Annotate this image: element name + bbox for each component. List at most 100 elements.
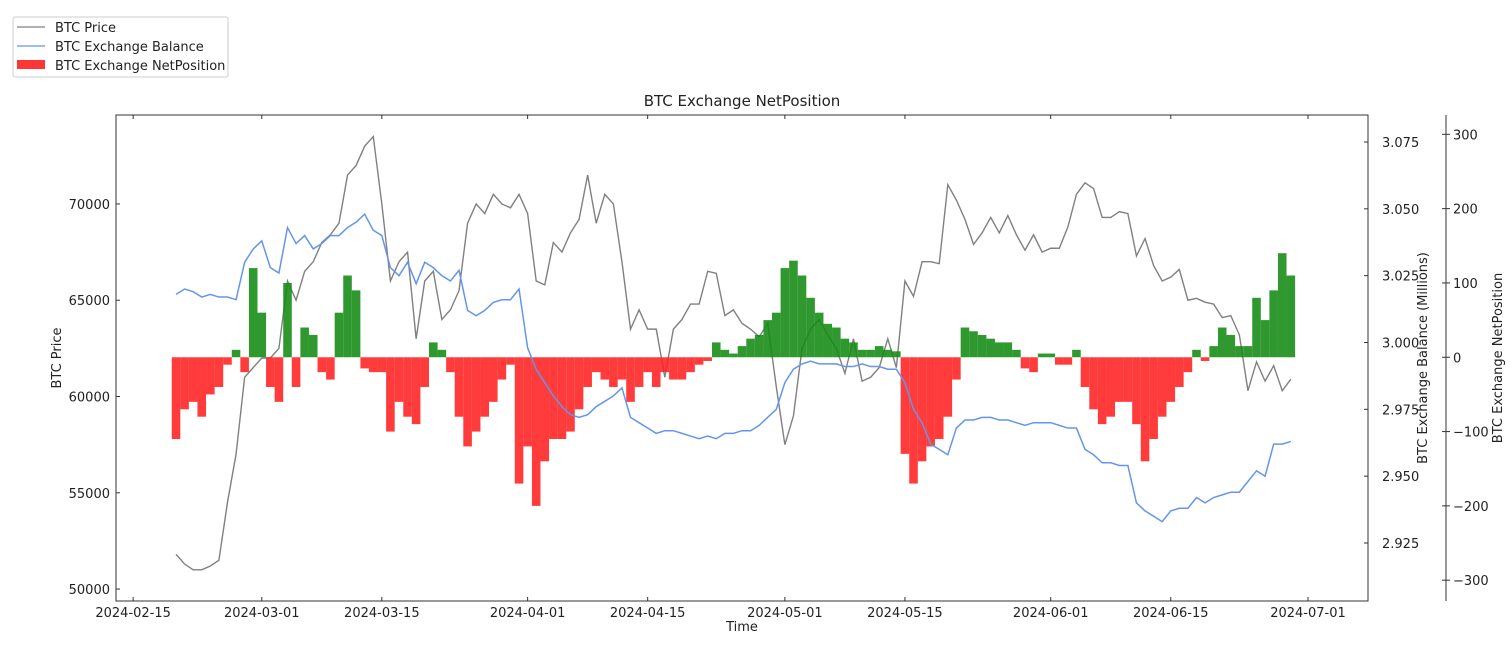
netposition-bars	[171, 253, 1296, 506]
balance-tick-label: 2.975	[1382, 403, 1419, 418]
x-tick-label: 2024-04-01	[490, 606, 566, 621]
netposition-bar-negative	[223, 357, 232, 365]
netposition-bar-negative	[677, 357, 687, 380]
netposition-bar-positive	[1046, 353, 1055, 358]
netposition-bar-positive	[969, 331, 978, 358]
netposition-bar-negative	[917, 357, 927, 462]
netposition-bar-negative	[386, 357, 395, 432]
netposition-bar-negative	[531, 357, 541, 506]
netposition-bar-negative	[394, 357, 404, 402]
netposition-bar-positive	[1072, 349, 1081, 358]
netposition-tick-label: −300	[1453, 574, 1489, 589]
netposition-bar-positive	[437, 349, 447, 358]
netposition-bar-negative	[326, 357, 335, 380]
balance-tick-label: 2.925	[1382, 537, 1419, 552]
netposition-bar-negative	[1080, 357, 1090, 387]
netposition-bar-positive	[960, 327, 970, 358]
netposition-tick-label: −100	[1453, 426, 1489, 441]
y-axis-label-balance: BTC Exchange Balance (Millions)	[1416, 252, 1431, 464]
netposition-bar-negative	[900, 357, 910, 454]
legend-label-balance: BTC Exchange Balance	[55, 40, 204, 55]
x-tick-label: 2024-06-01	[1013, 606, 1089, 621]
price-line	[175, 134, 1292, 571]
price-tick-label: 60000	[69, 391, 110, 406]
netposition-bar-negative	[934, 357, 944, 439]
netposition-bar-negative	[1097, 357, 1107, 425]
netposition-bar-positive	[737, 346, 747, 358]
netposition-bar-negative	[703, 357, 712, 361]
balance-tick-label: 3.050	[1382, 203, 1419, 218]
netposition-bar-negative	[943, 357, 953, 417]
netposition-bar-negative	[952, 357, 961, 380]
x-tick-label: 2024-03-15	[344, 606, 420, 621]
netposition-bar-negative	[694, 357, 704, 365]
axis-ticks: 2024-02-15 2024-03-01 2024-03-15 2024-04-01…	[69, 115, 1489, 621]
netposition-bar-positive	[283, 282, 292, 358]
netposition-bar-negative	[471, 357, 481, 432]
netposition-bar-negative	[626, 357, 635, 402]
netposition-bar-positive	[1037, 353, 1047, 358]
netposition-tick-label: −200	[1453, 500, 1489, 515]
series-lines	[175, 134, 1292, 571]
netposition-bar-negative	[368, 357, 378, 373]
netposition-bar-positive	[814, 312, 824, 358]
netposition-bar-negative	[180, 357, 189, 410]
netposition-bar-positive	[1286, 275, 1296, 358]
netposition-bar-negative	[360, 357, 369, 369]
netposition-bar-negative	[1175, 357, 1184, 387]
netposition-bar-negative	[240, 357, 249, 373]
price-tick-label: 65000	[69, 294, 110, 309]
netposition-bar-positive	[883, 349, 893, 358]
x-tick-label: 2024-02-15	[95, 606, 171, 621]
netposition-bar-positive	[1012, 349, 1021, 358]
netposition-bar-positive	[840, 338, 850, 358]
netposition-bar-negative	[420, 357, 429, 387]
netposition-bar-negative	[669, 357, 678, 380]
netposition-bar-negative	[1063, 357, 1073, 365]
netposition-bar-negative	[274, 357, 284, 402]
netposition-bar-positive	[806, 297, 815, 358]
netposition-bar-negative	[480, 357, 490, 417]
netposition-bar-negative	[1089, 357, 1098, 410]
netposition-bar-positive	[1003, 342, 1013, 358]
netposition-bar-negative	[188, 357, 198, 402]
netposition-bar-positive	[823, 323, 833, 358]
netposition-bar-positive	[1209, 346, 1218, 358]
x-tick-label: 2024-06-15	[1133, 606, 1209, 621]
netposition-bar-positive	[849, 342, 858, 358]
netposition-bar-negative	[643, 357, 652, 373]
netposition-bar-negative	[583, 357, 592, 387]
netposition-bar-negative	[1020, 357, 1030, 369]
netposition-bar-positive	[334, 312, 344, 358]
x-tick-label: 2024-07-01	[1270, 606, 1346, 621]
netposition-bar-negative	[591, 357, 601, 373]
balance-line	[175, 212, 1292, 523]
netposition-bar-positive	[754, 334, 764, 358]
netposition-bar-negative	[523, 357, 532, 447]
netposition-bar-positive	[1235, 346, 1244, 358]
netposition-bar-negative	[1157, 357, 1167, 417]
netposition-bar-negative	[411, 357, 421, 425]
netposition-tick-label: 100	[1453, 277, 1478, 292]
netposition-bar-positive	[1243, 346, 1253, 358]
netposition-bar-negative	[506, 357, 515, 365]
netposition-bar-positive	[308, 334, 318, 358]
netposition-bar-positive	[746, 338, 755, 358]
y-axis-label-price: BTC Price	[50, 327, 65, 388]
netposition-bar-positive	[763, 320, 773, 358]
plot-frame	[115, 114, 1369, 602]
netposition-bar-positive	[857, 349, 867, 358]
netposition-tick-label: 200	[1453, 203, 1478, 218]
netposition-bar-negative	[651, 357, 661, 387]
netposition-bar-positive	[780, 268, 790, 358]
netposition-bar-negative	[660, 357, 670, 373]
netposition-bar-negative	[1149, 357, 1158, 439]
netposition-bar-positive	[1192, 349, 1201, 358]
legend-label-price: BTC Price	[55, 21, 116, 36]
netposition-tick-label: 0	[1453, 351, 1461, 366]
netposition-bar-positive	[300, 327, 309, 358]
netposition-bar-positive	[866, 349, 875, 358]
price-tick-label: 70000	[69, 198, 110, 213]
netposition-bar-negative	[197, 357, 207, 417]
netposition-bar-negative	[1055, 357, 1064, 365]
